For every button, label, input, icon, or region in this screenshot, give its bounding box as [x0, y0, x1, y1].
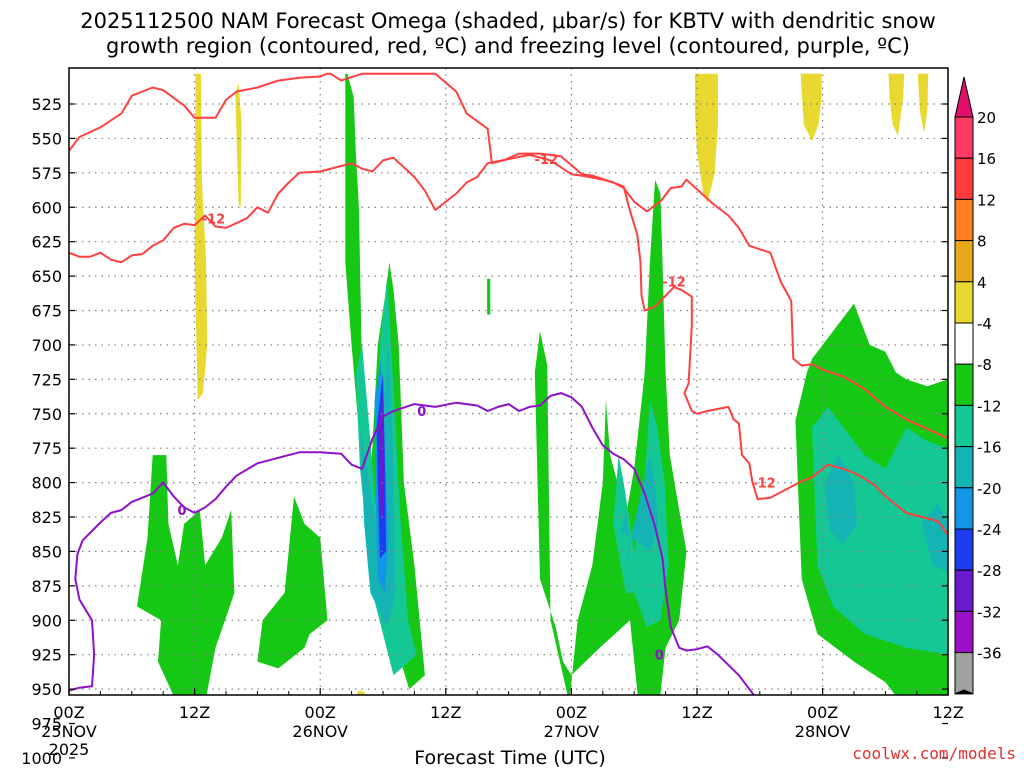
y-axis: 525 550 575 600 625 650 675 700 725 750 775 800 825 8… — [21, 95, 948, 768]
y-tick-label: 650 — [31, 267, 62, 286]
y-tick-label: 750 — [31, 405, 62, 424]
y-tick-label: 675 — [31, 302, 62, 321]
colorbar-label: -32 — [977, 603, 1002, 621]
colorbar-label: -16 — [977, 439, 1002, 457]
x-tick-date: 26NOV — [292, 722, 348, 741]
omega-green-west — [137, 455, 235, 695]
colorbar-cell — [954, 569, 974, 612]
contour-label: 0 — [417, 405, 426, 420]
x-tick-label: 00Z — [53, 703, 84, 722]
y-tick-label: 950 — [31, 680, 62, 699]
omega-yellow-03 — [357, 690, 365, 695]
x-tick-label: 00Z — [807, 703, 838, 722]
colorbar-cell — [954, 363, 974, 406]
dgz-contour-lower — [69, 153, 948, 536]
colorbar-label: -24 — [977, 521, 1002, 539]
omega-green-small — [257, 496, 328, 669]
contour-label: -12 — [535, 153, 559, 168]
colorbar-label: 8 — [977, 233, 987, 251]
omega-cyan-28nov — [824, 455, 858, 545]
colorbar-cell — [954, 281, 974, 324]
omega-yellow-05 — [800, 73, 822, 142]
y-tick-label: 1000 — [21, 749, 62, 768]
x-tick-date: 27NOV — [544, 722, 600, 741]
omega-purple-26nov — [378, 393, 384, 524]
x-tick-label: 12Z — [179, 703, 210, 722]
colorbar-cell — [954, 404, 974, 448]
x-tick-label: 00Z — [305, 703, 336, 722]
y-tick-label: 625 — [31, 233, 62, 252]
contour-labels: -12 -12 -12 -12 0 0 0 — [178, 153, 776, 664]
colorbar-label: 4 — [977, 274, 987, 292]
y-tick-label: 600 — [31, 198, 62, 217]
contour-label: -12 — [202, 212, 226, 227]
contour-label: -12 — [662, 276, 686, 291]
colorbar-cell — [954, 240, 974, 283]
x-tick-label: 12Z — [933, 703, 964, 722]
y-tick-label: 850 — [31, 542, 62, 561]
y-tick-label: 775 — [31, 439, 62, 458]
colorbar-cell — [954, 157, 974, 200]
y-tick-label: 800 — [31, 474, 62, 493]
colorbar-under-triangle — [954, 689, 974, 695]
colorbar-label: 20 — [977, 109, 996, 127]
colorbar: 20 16 12 8 4 -4 -8 -12 -16 -20 -24 -28 -32 -36 — [954, 76, 1002, 695]
contour-label: 0 — [178, 504, 187, 519]
colorbar-label: -12 — [977, 397, 1002, 415]
chart-title-line1: 2025112500 NAM Forecast Omega (shaded, μ… — [80, 9, 936, 33]
contour-lines — [69, 72, 948, 695]
omega-shading — [137, 73, 948, 695]
x-tick-label: 00Z — [556, 703, 587, 722]
x-tick-date: 25NOV — [41, 722, 97, 741]
y-tick-label: 875 — [31, 577, 62, 596]
colorbar-label: 16 — [977, 150, 996, 168]
omega-yellow-07 — [917, 73, 929, 133]
omega-green-sliver — [487, 278, 491, 315]
chart-title-line2: growth region (contoured, red, ºC) and f… — [106, 34, 910, 58]
x-tick-date: 28NOV — [795, 722, 851, 741]
y-tick-label: 525 — [31, 95, 62, 114]
colorbar-cell — [954, 610, 974, 654]
colorbar-label: -4 — [977, 315, 992, 333]
y-tick-label: 550 — [31, 129, 62, 148]
colorbar-label: -8 — [977, 356, 992, 374]
colorbar-cell — [954, 198, 974, 242]
colorbar-cell — [954, 116, 974, 159]
x-tick-year: 2025 — [49, 740, 90, 759]
freezing-level-contour — [69, 392, 756, 695]
colorbar-cell — [954, 652, 974, 695]
y-tick-label: 725 — [31, 370, 62, 389]
y-tick-label: 575 — [31, 164, 62, 183]
omega-yellow-01 — [194, 73, 208, 400]
dgz-contour-upper — [69, 72, 948, 440]
x-tick-label: 12Z — [430, 703, 461, 722]
contour-label: 0 — [655, 649, 664, 664]
colorbar-over-triangle — [954, 76, 974, 118]
colorbar-label: 12 — [977, 191, 996, 209]
omega-yellow-06 — [888, 73, 905, 136]
colorbar-cell — [954, 528, 974, 571]
omega-yellow-02 — [235, 83, 242, 208]
x-tick-label: 12Z — [681, 703, 712, 722]
y-tick-label: 925 — [31, 646, 62, 665]
colorbar-label: -20 — [977, 480, 1002, 498]
colorbar-cell — [954, 487, 974, 530]
colorbar-label: -36 — [977, 645, 1002, 663]
omega-cyan-28nov-east — [922, 503, 948, 573]
colorbar-cell — [954, 446, 974, 489]
omega-teal-27nov — [613, 400, 669, 628]
colorbar-cell — [954, 322, 974, 365]
y-tick-label: 825 — [31, 508, 62, 527]
y-tick-label: 900 — [31, 611, 62, 630]
contour-label: -12 — [752, 477, 776, 492]
plot-area: -12 -12 -12 -12 0 0 0 — [69, 68, 948, 695]
y-tick-label: 975 — [31, 715, 62, 734]
colorbar-label: -28 — [977, 562, 1002, 580]
credit-text: coolwx.com/models — [852, 744, 1016, 763]
x-axis-label: Forecast Time (UTC) — [414, 747, 605, 768]
y-tick-label: 700 — [31, 336, 62, 355]
